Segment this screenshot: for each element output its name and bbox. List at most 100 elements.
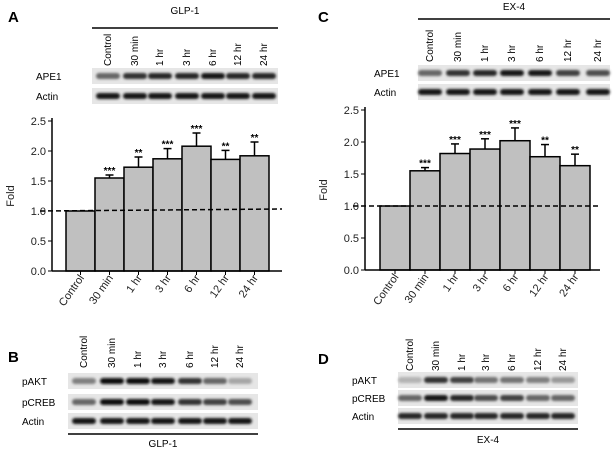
lane-label: 12 hr [210, 345, 221, 368]
blot-row-label: Actin [22, 417, 44, 428]
treatment-label-b: GLP-1 [149, 439, 178, 450]
blot-band [228, 399, 252, 405]
blot-band [72, 418, 96, 424]
blot-band [556, 89, 580, 95]
y-tick-label: 2.0 [344, 137, 359, 149]
blot-band [526, 395, 550, 401]
significance-label: ** [135, 148, 143, 159]
lane-label: 1 hr [457, 353, 468, 371]
blot-band [126, 418, 150, 424]
lane-label: 1 hr [480, 44, 491, 62]
blot-band [96, 73, 120, 79]
y-tick-label: 2.5 [31, 116, 46, 128]
y-axis-label: Fold [5, 185, 17, 206]
bar-6-hr [181, 145, 212, 272]
bar-3-hr [152, 158, 183, 272]
blot-band [203, 378, 227, 384]
x-tick-label: 30 min [403, 272, 432, 306]
x-tick-label: Control [57, 273, 87, 309]
lane-label: 6 hr [535, 44, 546, 62]
blot-band [446, 89, 470, 95]
blot-band [151, 399, 175, 405]
x-tick-label: 3 hr [471, 272, 492, 295]
significance-label: *** [162, 140, 174, 151]
y-tick-label: 0.5 [31, 236, 46, 248]
bar-3-hr [469, 148, 501, 271]
blot-band [473, 70, 497, 76]
significance-label: *** [479, 130, 491, 141]
blot-row-label: APE1 [36, 72, 62, 83]
lane-label: 24 hr [558, 348, 569, 371]
blot-band [148, 93, 172, 99]
lane-label: 3 hr [481, 353, 492, 371]
x-tick-label: Control [371, 272, 401, 308]
blot-band [424, 395, 448, 401]
panel-label-c: C [318, 9, 329, 26]
blot-row-label: pAKT [352, 376, 377, 387]
lane-label: 3 hr [507, 44, 518, 62]
blot-band [526, 413, 550, 419]
lane-label: Control [103, 34, 114, 66]
blot-band [203, 399, 227, 405]
blot-band [228, 418, 252, 424]
blot-band [551, 377, 575, 383]
blot-band [201, 93, 225, 99]
blot-band [151, 378, 175, 384]
blot-band [148, 73, 172, 79]
lane-label: 3 hr [158, 350, 169, 368]
x-tick-label: 12 hr [208, 273, 232, 301]
blot-row-label: Actin [36, 92, 58, 103]
lane-label: 24 hr [593, 39, 604, 62]
blot-band [528, 70, 552, 76]
blot-band [398, 413, 422, 419]
bar-control [65, 210, 96, 272]
blot-band [175, 93, 199, 99]
blot-band [500, 89, 524, 95]
blot-band [252, 93, 276, 99]
blot-band [586, 89, 610, 95]
blot-row-label: pCREB [22, 398, 56, 409]
treatment-label-d: EX-4 [477, 435, 500, 446]
y-tick-label: 0.0 [31, 266, 46, 278]
blot-band [500, 395, 524, 401]
bar-30-min [94, 177, 125, 272]
blot-band [72, 378, 96, 384]
x-tick-label: 24 hr [557, 272, 581, 300]
bar-24-hr [559, 164, 591, 271]
significance-label: *** [449, 135, 461, 146]
y-tick-label: 1.5 [31, 176, 46, 188]
lane-label: Control [425, 30, 436, 62]
lane-label: 12 hr [533, 348, 544, 371]
lane-label: 30 min [431, 341, 442, 371]
lane-label: 24 hr [235, 345, 246, 368]
blot-band [450, 395, 474, 401]
bar-30-min [409, 170, 441, 271]
lane-label: 12 hr [233, 43, 244, 66]
blot-band [446, 70, 470, 76]
y-tick-label: 0.5 [344, 233, 359, 245]
x-tick-label: 1 hr [124, 273, 145, 296]
significance-label: ** [251, 133, 259, 144]
blot-row-label: pAKT [22, 377, 47, 388]
blot-band [551, 413, 575, 419]
y-tick-label: 2.5 [344, 105, 359, 117]
bar-12-hr [210, 158, 241, 272]
treatment-label-c: EX-4 [503, 2, 526, 13]
blot-band [586, 70, 610, 76]
lane-label: 6 hr [507, 353, 518, 371]
bar-12-hr [529, 155, 561, 271]
lane-label: 12 hr [563, 39, 574, 62]
x-tick-label: 1 hr [441, 272, 462, 295]
blot-band [474, 395, 498, 401]
lane-label: 1 hr [155, 48, 166, 66]
significance-label: ** [222, 141, 230, 152]
blot-band [398, 377, 422, 383]
significance-label: *** [191, 124, 203, 135]
blot-band [72, 399, 96, 405]
blot-band [398, 395, 422, 401]
significance-label: *** [419, 159, 431, 170]
blot-band [100, 418, 124, 424]
x-tick-label: 24 hr [237, 273, 261, 301]
blot-band [178, 378, 202, 384]
